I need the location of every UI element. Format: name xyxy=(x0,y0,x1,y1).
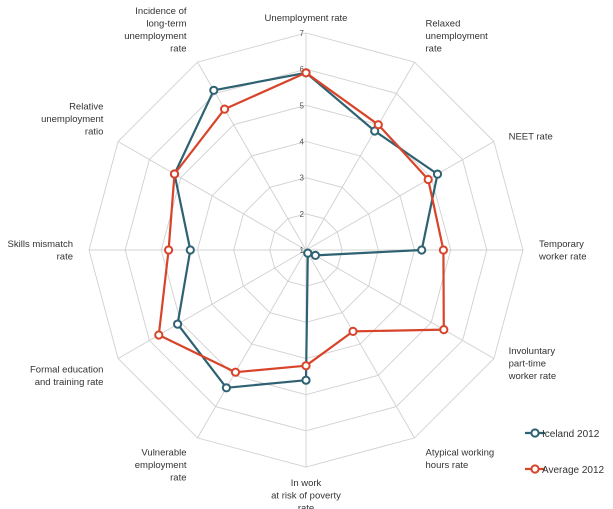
series-point-average-0 xyxy=(301,68,311,78)
axis-label-9-line-0: Skills mismatch xyxy=(8,239,73,250)
axis-label-3-line-0: Temporary xyxy=(539,239,584,250)
axis-label-11-line-0: Incidence of xyxy=(135,6,187,17)
series-point-average-6 xyxy=(301,361,311,371)
axis-label-1-line-2: rate xyxy=(426,43,442,54)
legend-swatch-iceland-marker xyxy=(530,428,540,438)
series-point-average-4 xyxy=(439,325,449,335)
axis-label-10-line-0: Relative xyxy=(69,102,103,113)
legend-label-average: Average 2012 xyxy=(542,465,605,476)
series-point-average-9 xyxy=(164,245,174,255)
data-series xyxy=(154,68,449,393)
axis-label-6-line-1: at risk of poverty xyxy=(271,491,341,502)
series-point-iceland-6 xyxy=(301,375,311,385)
radial-tick-labels: 1 2 3 4 5 6 7 xyxy=(300,29,305,255)
axis-label-1-line-0: Relaxed xyxy=(426,18,461,29)
series-point-average-10 xyxy=(169,169,180,179)
series-point-iceland-4 xyxy=(310,250,320,260)
series-point-iceland-5 xyxy=(303,248,313,258)
axis-labels: Unemployment rate Relaxedunemploymentrate… xyxy=(8,6,587,509)
legend-swatch-average-marker xyxy=(530,464,540,474)
axis-label-10-line-1: unemployment xyxy=(41,114,104,125)
series-point-average-1 xyxy=(373,120,383,130)
grid-spoke-2 xyxy=(305,141,495,251)
axis-label-8-line-1: and training rate xyxy=(35,377,104,388)
axis-label-7-line-2: rate xyxy=(170,473,186,484)
axis-label-11-line-1: long-term xyxy=(146,18,186,29)
axis-label-4-line-0: Involuntary xyxy=(509,346,556,357)
axis-label-2: NEET rate xyxy=(509,132,553,143)
series-point-average-11 xyxy=(220,104,230,114)
axis-label-8-line-0: Formal education xyxy=(30,365,103,376)
axis-label-7-line-0: Vulnerable xyxy=(141,448,186,459)
grid-spoke-4 xyxy=(305,249,495,359)
axis-label-9-line-1: rate xyxy=(57,251,73,262)
grid-spoke-1 xyxy=(305,61,415,251)
series-point-average-2 xyxy=(423,174,433,185)
axis-label-0-line-0: Unemployment rate xyxy=(265,13,348,24)
axis-label-4-line-2: worker rate xyxy=(508,371,557,382)
axis-label-11-line-2: unemployment xyxy=(124,31,187,42)
series-point-average-3 xyxy=(438,245,448,255)
series-point-iceland-9 xyxy=(185,245,195,255)
axis-label-5-line-0: Atypical working xyxy=(426,448,495,459)
axis-label-6-line-0: In work xyxy=(291,478,322,489)
axis-label-4-line-1: part-time xyxy=(509,359,546,370)
tick-label-7: 7 xyxy=(300,29,305,38)
legend-item-average: Average 2012 xyxy=(525,464,605,476)
tick-label-1: 1 xyxy=(300,246,305,255)
grid-spoke-7 xyxy=(197,249,307,439)
grid-spoke-10 xyxy=(117,141,307,251)
axis-label-1-line-1: unemployment xyxy=(426,31,489,42)
grid-spoke-5 xyxy=(305,249,415,439)
legend-item-iceland: Iceland 2012 xyxy=(525,428,600,440)
axis-label-5-line-1: hours rate xyxy=(426,460,469,471)
series-point-average-7 xyxy=(230,367,241,377)
tick-label-3: 3 xyxy=(300,174,305,183)
tick-label-4: 4 xyxy=(300,138,305,147)
series-point-iceland-7 xyxy=(221,383,231,393)
axis-label-2-line-0: NEET rate xyxy=(509,132,553,143)
grid-spoke-8 xyxy=(117,249,307,359)
series-point-iceland-8 xyxy=(173,319,183,329)
axis-label-10-line-2: ratio xyxy=(85,127,103,138)
legend: Iceland 2012 Average 2012 xyxy=(525,428,605,476)
series-point-average-5 xyxy=(348,326,358,336)
tick-label-5: 5 xyxy=(300,101,305,110)
series-point-iceland-11 xyxy=(209,85,219,95)
series-point-average-8 xyxy=(154,330,164,340)
axis-label-7-line-1: employment xyxy=(135,460,187,471)
legend-label-iceland: Iceland 2012 xyxy=(542,429,600,440)
axis-label-11-line-3: rate xyxy=(170,43,186,54)
axis-label-3-line-1: worker rate xyxy=(538,251,587,262)
axis-label-6-line-2: rate xyxy=(298,503,314,509)
axis-label-0: Unemployment rate xyxy=(265,13,348,24)
series-point-iceland-2 xyxy=(432,169,443,179)
tick-label-2: 2 xyxy=(300,210,305,219)
tick-label-6: 6 xyxy=(300,65,305,74)
series-point-iceland-3 xyxy=(417,245,427,255)
